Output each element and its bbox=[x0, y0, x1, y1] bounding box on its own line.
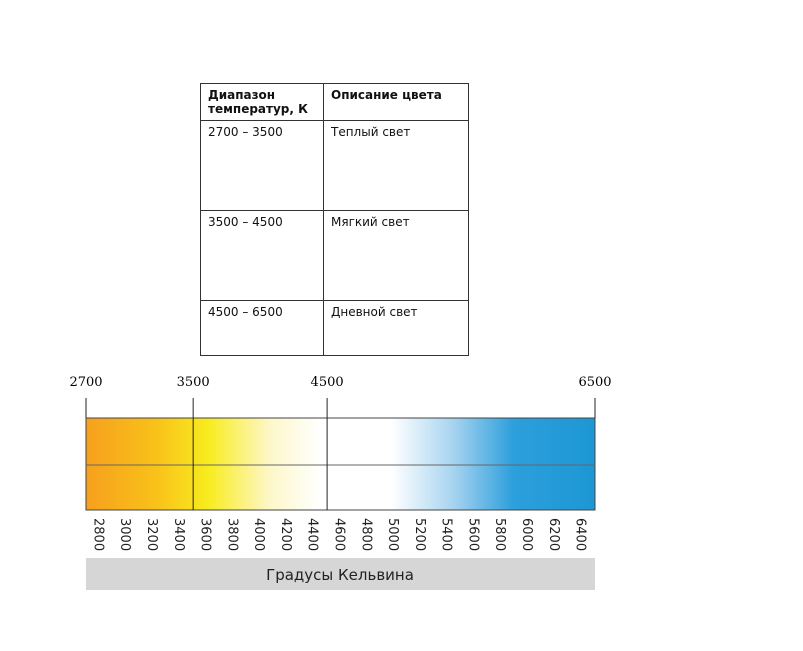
tick-label: 5200 bbox=[412, 518, 427, 551]
marker-label: 6500 bbox=[578, 375, 611, 390]
tick-label: 5800 bbox=[492, 518, 507, 551]
cell: Мягкий свет bbox=[323, 210, 469, 301]
header-row: Диапазон температур, К Описание цвета bbox=[200, 83, 469, 121]
header-cell: Описание цвета bbox=[323, 83, 469, 121]
cell: 2700 – 3500 bbox=[200, 120, 324, 211]
temperature-table: Диапазон температур, К Описание цвета 27… bbox=[200, 83, 469, 356]
tick-label: 4600 bbox=[332, 518, 347, 551]
cell: Теплый свет bbox=[323, 120, 469, 211]
tick-label: 5000 bbox=[385, 518, 400, 551]
cell: 4500 – 6500 bbox=[200, 300, 324, 356]
marker-label: 2700 bbox=[69, 375, 102, 390]
row: 4500 – 6500 Дневной свет bbox=[200, 300, 469, 356]
tick-label: 5600 bbox=[465, 518, 480, 551]
tick-label: 4800 bbox=[358, 518, 373, 551]
tick-label: 3800 bbox=[224, 518, 239, 551]
tick-label: 5400 bbox=[439, 518, 454, 551]
tick-label: 6400 bbox=[573, 518, 588, 551]
tick-label: 3600 bbox=[198, 518, 213, 551]
cell: 3500 – 4500 bbox=[200, 210, 324, 301]
caption-bar bbox=[86, 558, 595, 590]
tick-label: 4400 bbox=[305, 518, 320, 551]
row: 3500 – 4500 Мягкий свет bbox=[200, 210, 469, 301]
tick-label: 4200 bbox=[278, 518, 293, 551]
tick-label: 2800 bbox=[90, 518, 105, 551]
tick-label: 6200 bbox=[546, 518, 561, 551]
tick-label: 3200 bbox=[144, 518, 159, 551]
cell: Дневной свет bbox=[323, 300, 469, 356]
caption: Градусы Кельвина bbox=[266, 566, 414, 584]
header-cell: Диапазон температур, К bbox=[200, 83, 324, 121]
tick-label: 3400 bbox=[171, 518, 186, 551]
marker-label: 3500 bbox=[177, 375, 210, 390]
tick-label: 3000 bbox=[117, 518, 132, 551]
tick-label: 6000 bbox=[519, 518, 534, 551]
color-band bbox=[85, 417, 596, 511]
row: 2700 – 3500 Теплый свет bbox=[200, 120, 469, 211]
marker-label: 4500 bbox=[311, 375, 344, 390]
tick-label: 4000 bbox=[251, 518, 266, 551]
